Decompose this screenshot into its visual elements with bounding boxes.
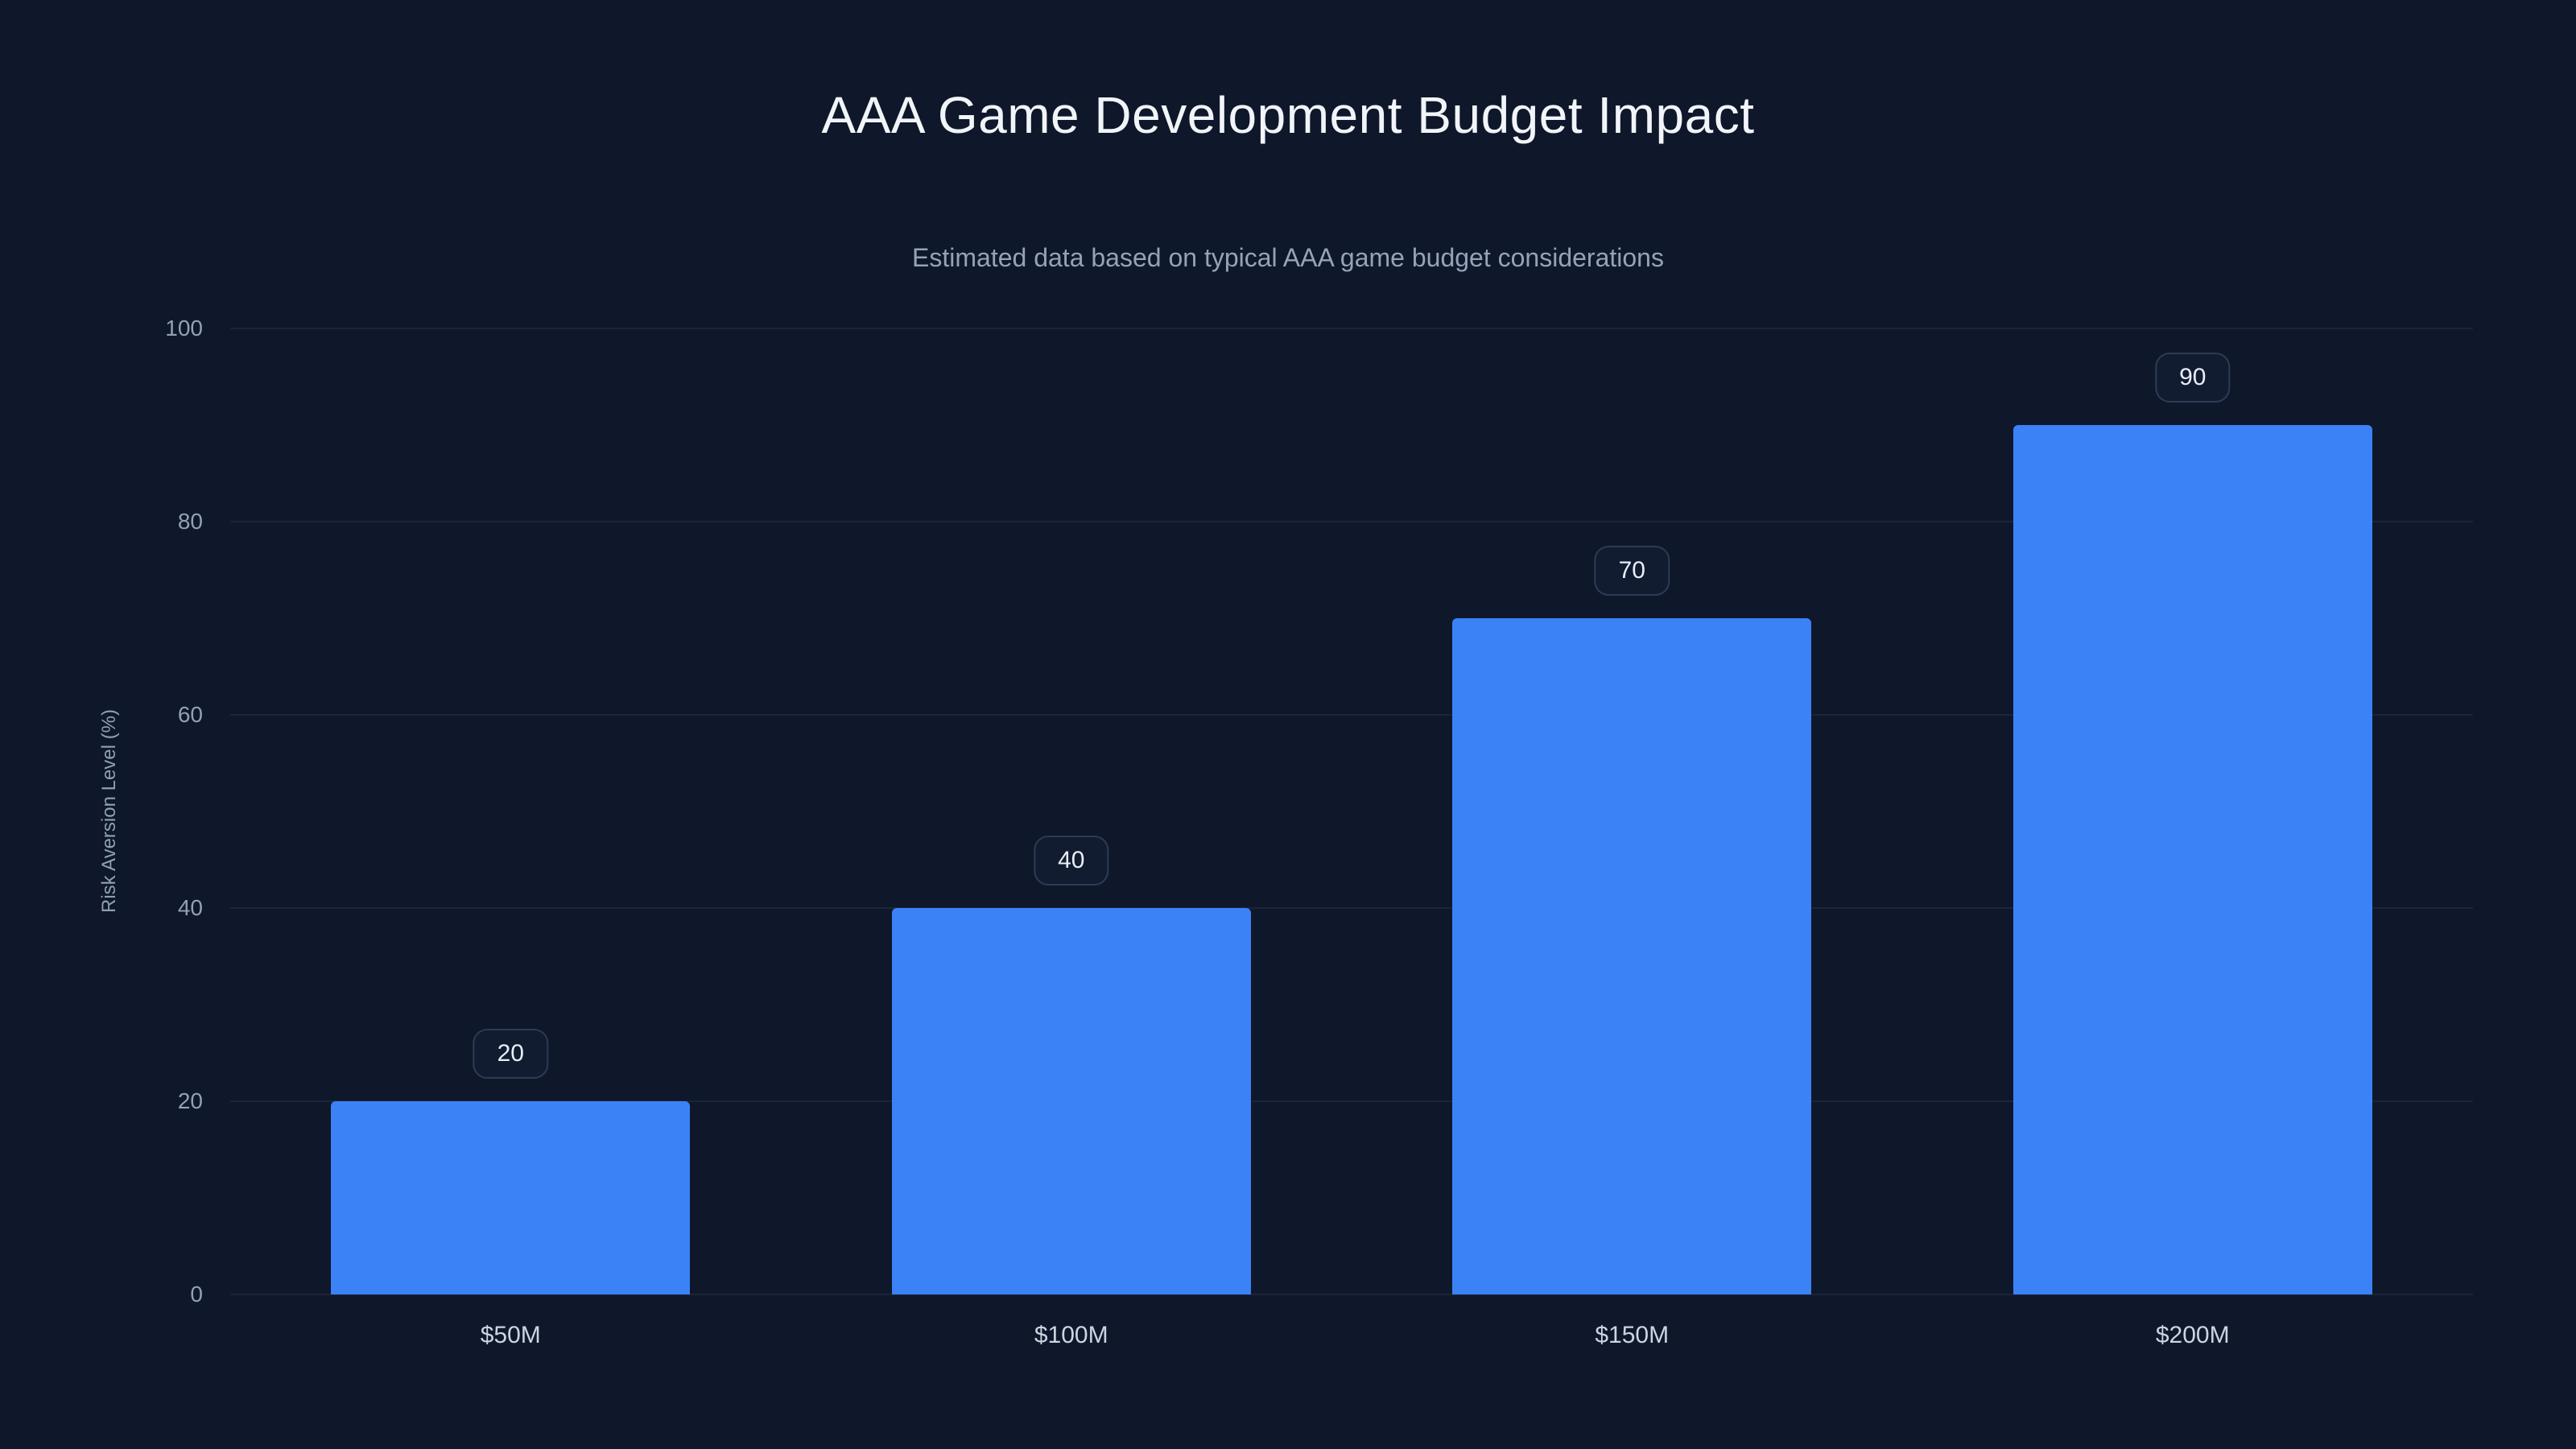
y-axis-title: Risk Aversion Level (%) [98,709,120,914]
x-tick-label: $200M [2155,1322,2230,1348]
plot-area: 100 80 60 40 20 0 20 40 70 [165,316,2473,1307]
bar-group: 40 [791,328,1352,1294]
gridline [230,521,2473,522]
bar-group: 90 [1913,328,2474,1294]
chart-subtitle: Estimated data based on typical AAA game… [912,243,1664,272]
y-tick-label: 80 [177,509,203,534]
gridline [230,714,2473,716]
gridline [230,328,2473,329]
y-tick-label: 0 [190,1282,203,1307]
gridline [230,1100,2473,1102]
value-badge: 20 [473,1029,548,1079]
value-badge: 70 [1594,546,1670,596]
x-tick-label: $50M [480,1322,541,1348]
x-tick-label: $100M [1034,1322,1108,1348]
value-badge: 40 [1034,836,1109,886]
bar-150m: 70 [1452,546,1812,1294]
y-tick-label: 100 [165,316,203,341]
y-tick-label: 40 [177,895,203,920]
gridline [230,1294,2473,1295]
y-tick-label: 60 [177,702,203,727]
bar-200m: 90 [2013,353,2372,1294]
bar-group: 20 [230,328,791,1294]
y-tick-label: 20 [177,1088,203,1113]
bar-50m: 20 [331,1029,691,1294]
chart-title: AAA Game Development Budget Impact [821,86,1755,144]
x-tick-label: $150M [1595,1322,1670,1348]
bar-series: 20 40 70 90 [230,328,2473,1294]
bar-group: 70 [1352,328,1913,1294]
value-badge: 90 [2155,353,2231,402]
bar-100m: 40 [891,836,1251,1294]
gridline [230,907,2473,909]
x-axis: $50M $100M $150M $200M [230,1322,2473,1349]
